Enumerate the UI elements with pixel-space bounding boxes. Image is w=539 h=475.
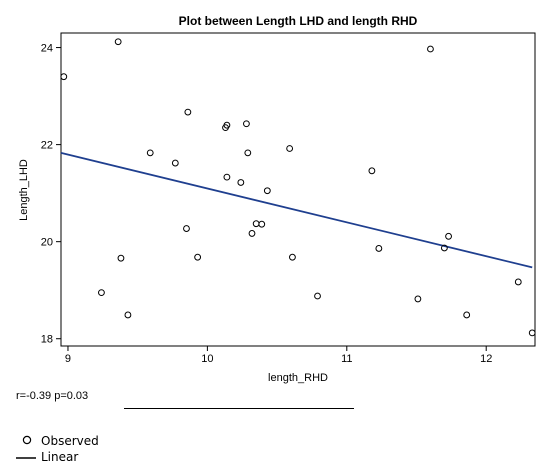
regression-layer (60, 151, 533, 269)
line-icon (16, 457, 36, 459)
observed-point (368, 167, 376, 175)
x-tick-label: 10 (201, 353, 213, 365)
observed-point (98, 289, 105, 297)
x-axis-label: length_RHD (268, 372, 328, 384)
legend-item-observed: Observed (16, 433, 99, 449)
observed-point (427, 45, 434, 53)
observed-point (223, 173, 231, 181)
observed-point (223, 121, 231, 129)
observed-point (289, 253, 296, 261)
observed-point (375, 245, 383, 252)
observed-point (124, 311, 132, 319)
y-tick-label: 20 (41, 237, 53, 249)
observed-point (244, 149, 252, 157)
observed-point (463, 311, 471, 319)
scatter-chart: Plot between Length LHD and length RHD 9… (18, 14, 536, 384)
observed-point (445, 232, 452, 240)
observed-point (184, 108, 192, 116)
legend-item-linear: Linear (16, 449, 99, 465)
observed-point (194, 253, 202, 261)
legend-label-linear: Linear (41, 450, 79, 464)
observed-point (171, 159, 179, 167)
regression-line (60, 151, 533, 269)
observed-point (146, 149, 154, 157)
correlation-stats: r=-0.39 p=0.03 (16, 390, 89, 402)
x-tick-label: 12 (480, 353, 492, 365)
y-tick-label: 24 (41, 43, 53, 55)
legend: Observed Linear (16, 433, 99, 465)
legend-label-observed: Observed (41, 434, 99, 448)
axis-ticks: 9 10 11 12 18 20 22 24 (41, 43, 493, 365)
observed-point (258, 220, 266, 228)
observed-point (237, 179, 245, 186)
open-circle-icon (22, 435, 32, 445)
observed-point (286, 145, 294, 152)
observed-point (440, 244, 448, 252)
observed-point (514, 278, 522, 286)
chart-title: Plot between Length LHD and length RHD (179, 14, 418, 28)
observed-point (314, 292, 321, 300)
observed-point (114, 38, 122, 46)
observed-point (117, 254, 125, 262)
observed-point (248, 230, 256, 237)
observed-point (60, 73, 68, 81)
x-tick-label: 9 (65, 353, 71, 365)
observed-point (183, 225, 190, 232)
y-tick-label: 18 (41, 334, 53, 346)
observed-point (414, 295, 422, 303)
observed-point (243, 120, 250, 128)
stats-divider (124, 408, 354, 409)
observed-point (263, 187, 271, 195)
points-layer (60, 38, 536, 337)
observed-point (528, 329, 536, 337)
x-tick-label: 11 (341, 353, 352, 365)
y-tick-label: 22 (41, 140, 53, 152)
y-axis-label: Length_LHD (18, 159, 30, 221)
plot-area-frame (60, 32, 536, 347)
